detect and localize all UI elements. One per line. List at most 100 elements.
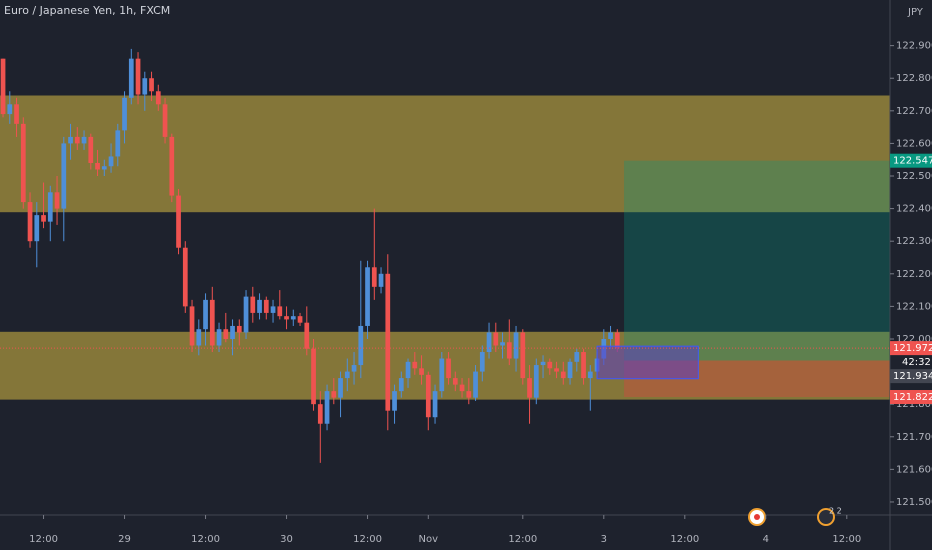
candle-body — [284, 316, 289, 320]
candle-body — [412, 361, 418, 369]
candle-body — [419, 368, 424, 375]
candle-body — [7, 104, 13, 115]
candle-body — [425, 374, 431, 418]
candle-body — [95, 162, 100, 170]
x-tick-label: 4 — [763, 534, 769, 545]
candle-body — [405, 361, 411, 379]
candle-body — [371, 267, 377, 287]
candle-body — [533, 365, 539, 398]
candle-body — [513, 332, 519, 359]
candle-body — [452, 378, 458, 385]
candle-body — [608, 332, 613, 339]
range-box — [596, 345, 699, 380]
x-tick-label: 29 — [118, 534, 131, 545]
y-tick-label: 121.600 — [896, 464, 932, 475]
event-icon-dot — [754, 514, 760, 520]
y-tick-label: 122.700 — [896, 106, 932, 117]
candle-body — [47, 192, 53, 222]
candle-body — [54, 192, 60, 209]
candle-body — [587, 371, 593, 379]
candle-body — [189, 306, 195, 346]
target-area — [624, 160, 890, 361]
candle-body — [115, 130, 121, 157]
candle-body — [74, 136, 80, 144]
y-tick-label: 121.800 — [896, 399, 932, 410]
candle-body — [128, 58, 134, 98]
candle-body — [358, 325, 364, 366]
candle-body — [162, 104, 168, 137]
x-tick-label: Nov — [419, 534, 439, 545]
candle-body — [547, 361, 553, 369]
candle-body — [493, 332, 499, 346]
candle-body — [270, 306, 276, 313]
y-tick-label: 122.500 — [896, 171, 932, 182]
y-tick-label: 122.300 — [896, 236, 932, 247]
candle-body — [378, 273, 384, 287]
candle-body — [574, 352, 580, 362]
candle-body — [169, 136, 175, 196]
candle-body — [122, 97, 127, 131]
candle-body — [61, 143, 67, 209]
x-tick-label: 12:00 — [29, 534, 58, 545]
candle-body — [385, 273, 391, 411]
candle-body — [223, 329, 229, 339]
candle-body — [263, 299, 269, 313]
candle-body — [351, 365, 357, 372]
candle-body — [182, 247, 188, 307]
candle-body — [14, 104, 19, 124]
candle-body — [365, 267, 370, 326]
candle-body — [176, 195, 181, 248]
candle-body — [297, 316, 303, 323]
chart-title: Euro / Japanese Yen, 1h, FXCM — [4, 4, 170, 17]
candle-body — [196, 329, 202, 346]
y-tick-label: 121.700 — [896, 432, 932, 443]
candle-body — [500, 342, 505, 346]
candle-body — [230, 325, 235, 339]
candle-body — [338, 378, 343, 398]
candle-body — [344, 371, 350, 379]
candle-body — [236, 325, 242, 333]
candle-body — [560, 371, 566, 379]
countdown: 42:32 — [902, 357, 931, 368]
entry-label-bg — [890, 369, 932, 384]
candle-body — [459, 384, 465, 392]
candle-body — [203, 299, 208, 330]
candle-body — [41, 215, 46, 222]
candle-body — [317, 404, 323, 424]
candle-body — [250, 296, 256, 313]
event-icon[interactable] — [817, 508, 835, 526]
candle-body — [277, 306, 283, 317]
candle-body — [486, 332, 492, 353]
y-tick-label: 122.000 — [896, 334, 932, 345]
event-badge: 2 2 — [829, 507, 842, 516]
candle-body — [439, 358, 445, 392]
candle-body — [243, 296, 249, 333]
zone — [0, 95, 890, 213]
y-tick-label: 122.900 — [896, 41, 932, 52]
candle-body — [466, 391, 472, 398]
target-label: 122.547 — [893, 156, 932, 167]
candle-body — [27, 202, 33, 242]
candle-body — [324, 391, 330, 424]
stop-label: 121.822 — [893, 392, 932, 403]
candle-body — [209, 299, 215, 346]
y-tick-label: 121.500 — [896, 497, 932, 508]
entry-label: 121.934 — [893, 371, 932, 382]
y-tick-label: 122.400 — [896, 204, 932, 215]
currency-label: JPY — [907, 7, 924, 18]
y-tick-label: 122.100 — [896, 301, 932, 312]
candle-body — [81, 136, 87, 144]
candle-body — [581, 352, 586, 379]
candle-body — [506, 342, 512, 359]
candle-body — [520, 332, 526, 379]
candle-body — [290, 316, 296, 320]
zone — [0, 331, 890, 400]
candle-body — [446, 358, 451, 379]
candle-body — [398, 378, 404, 392]
candle-body — [142, 78, 148, 95]
candle-body — [540, 361, 546, 366]
candle-body — [68, 136, 73, 144]
candle-body — [101, 166, 107, 170]
